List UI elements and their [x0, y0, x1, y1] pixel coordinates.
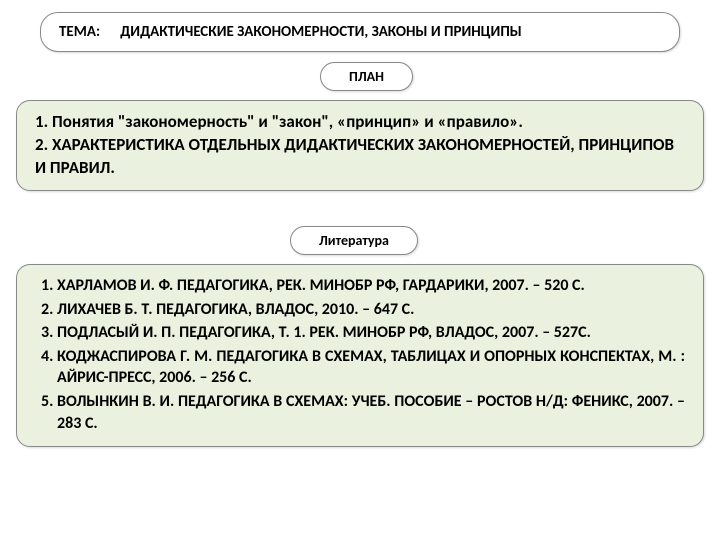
header-bar: ТЕМА: ДИДАКТИЧЕСКИЕ ЗАКОНОМЕРНОСТИ, ЗАКО… [40, 12, 680, 52]
literature-list: ХАРЛАМОВ И. Ф. ПЕДАГОГИКА, РЕК. МИНОБР Р… [35, 275, 685, 434]
lit-item: ХАРЛАМОВ И. Ф. ПЕДАГОГИКА, РЕК. МИНОБР Р… [57, 275, 685, 297]
plan-item-2: 2. ХАРАКТЕРИСТИКА ОТДЕЛЬНЫХ ДИДАКТИЧЕСКИ… [35, 134, 685, 180]
header-title: ДИДАКТИЧЕСКИЕ ЗАКОНОМЕРНОСТИ, ЗАКОНЫ И П… [120, 23, 522, 41]
lit-item: КОДЖАСПИРОВА Г. М. ПЕДАГОГИКА В СХЕМАХ, … [57, 346, 685, 389]
plan-list: 1. Понятия "закономерность" и "закон", «… [35, 111, 685, 180]
lit-item: ЛИХАЧЕВ Б. Т. ПЕДАГОГИКА, ВЛАДОС, 2010. … [57, 299, 685, 321]
lit-item: ВОЛЫНКИН В. И. ПЕДАГОГИКА В СХЕМАХ: УЧЕБ… [57, 391, 685, 434]
literature-pill: Литература [290, 226, 418, 255]
literature-box: ХАРЛАМОВ И. Ф. ПЕДАГОГИКА, РЕК. МИНОБР Р… [16, 264, 704, 447]
header-label: ТЕМА: [59, 23, 100, 41]
lit-item: ПОДЛАСЫЙ И. П. ПЕДАГОГИКА, Т. 1. РЕК. МИ… [57, 322, 685, 344]
plan-item-1: 1. Понятия "закономерность" и "закон", «… [35, 111, 685, 134]
plan-box: 1. Понятия "закономерность" и "закон", «… [16, 100, 704, 191]
plan-pill: ПЛАН [320, 62, 413, 91]
